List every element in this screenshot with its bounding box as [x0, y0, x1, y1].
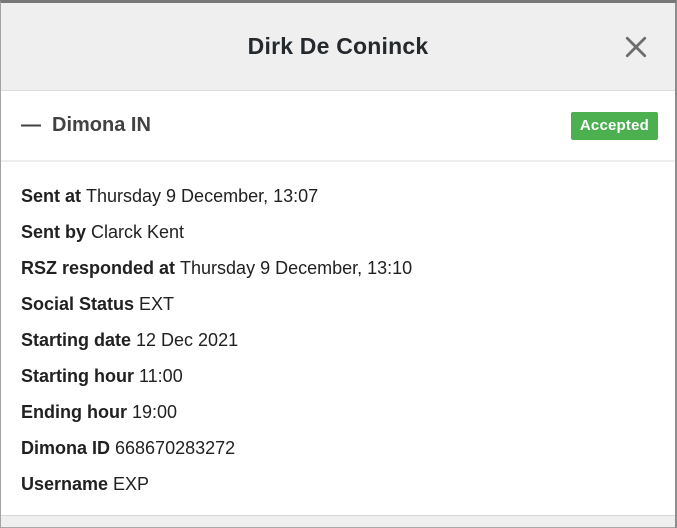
detail-value: Clarck Kent [91, 222, 185, 242]
detail-value: EXP [113, 474, 150, 494]
detail-row: Sent at Thursday 9 December, 13:07 [21, 178, 655, 214]
detail-label: Username [21, 474, 109, 494]
detail-label: Sent by [21, 222, 87, 242]
detail-label: RSZ responded at [21, 258, 176, 278]
detail-label: Sent at [21, 186, 82, 206]
collapse-icon[interactable]: — [21, 114, 41, 136]
detail-label: Dimona ID [21, 438, 111, 458]
detail-value: 668670283272 [115, 438, 236, 458]
modal-header: Dirk De Coninck [1, 3, 675, 91]
modal-title: Dirk De Coninck [247, 33, 429, 59]
detail-value: EXT [139, 294, 175, 314]
detail-label: Ending hour [21, 402, 127, 422]
detail-value: 11:00 [139, 366, 183, 386]
detail-row: Social Status EXT [21, 286, 655, 322]
details-list: Sent at Thursday 9 December, 13:07 Sent by… [1, 162, 675, 502]
close-icon [625, 36, 647, 57]
detail-label: Starting date [21, 330, 132, 350]
status-badge: Accepted [570, 111, 658, 140]
detail-label: Social Status [21, 294, 135, 314]
section-title: Dimona IN [52, 114, 151, 136]
footer-strip [1, 515, 675, 528]
section-title-wrap: — Dimona IN [21, 114, 151, 137]
detail-row: RSZ responded at Thursday 9 December, 13:… [21, 250, 655, 286]
section-header: — Dimona IN Accepted [1, 91, 675, 162]
detail-row: Starting hour 11:00 [21, 358, 655, 394]
detail-value: 12 Dec 2021 [136, 330, 239, 350]
detail-value: Thursday 9 December, 13:10 [180, 258, 413, 278]
detail-row: Dimona ID 668670283272 [21, 430, 655, 466]
detail-value: Thursday 9 December, 13:07 [86, 186, 319, 206]
detail-label: Starting hour [21, 366, 134, 386]
detail-value: 19:00 [131, 402, 178, 422]
close-button[interactable] [617, 28, 655, 66]
detail-row: Starting date 12 Dec 2021 [21, 322, 655, 358]
detail-row: Ending hour 19:00 [21, 394, 655, 430]
detail-row: Username EXP [21, 466, 655, 502]
detail-row: Sent by Clarck Kent [21, 214, 655, 250]
